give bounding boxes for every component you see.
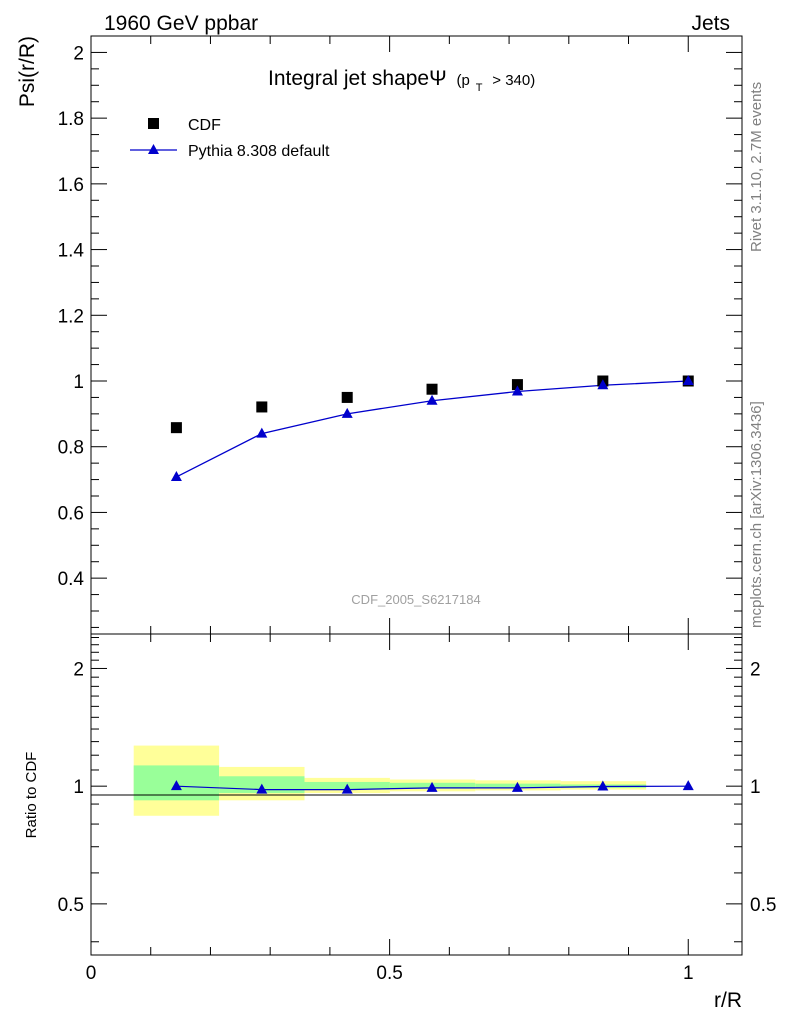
ratio-panel: 0.5 0.5 1 1 2 2 0 0.5 1 Ratio to CDF r/R (23, 633, 777, 1012)
legend: CDF Pythia 8.308 default (130, 117, 330, 160)
main-tick-labels: 0.4 0.6 0.8 1 1.2 1.4 1.6 1.8 2 (58, 43, 85, 590)
main-y-tick-label: 1.4 (58, 241, 85, 262)
pythia-point (682, 375, 694, 385)
title-subscript: T (476, 82, 483, 94)
ratio-y-tick-label-right: 2 (750, 659, 761, 680)
main-panel: 0.4 0.6 0.8 1 1.2 1.4 1.6 1.8 2 Psi(r/R) Integra… (16, 35, 743, 635)
main-y-tick-label: 2 (73, 43, 84, 64)
main-data (170, 375, 694, 481)
header-energy: 1960 GeV ppbar (104, 12, 258, 35)
cdf-point (256, 401, 268, 413)
main-y-tick-label: 1 (73, 372, 84, 393)
ratio-data (170, 780, 694, 794)
pythia-point (256, 427, 268, 438)
x-axis-label: r/R (714, 989, 742, 1012)
ratio-pythia-point (170, 780, 182, 791)
pythia-point (341, 407, 353, 418)
main-y-axis-label: Psi(r/R) (16, 36, 39, 107)
pythia-point (511, 385, 523, 396)
ratio-y-tick-label: 2 (73, 659, 84, 680)
pythia-point (170, 470, 182, 481)
legend-cdf-marker (148, 118, 159, 129)
x-tick-label: 1 (683, 963, 694, 984)
ratio-y-tick-label: 0.5 (58, 895, 84, 916)
rivet-label: Rivet 3.1.10, 2.7M events (748, 82, 765, 252)
ratio-pythia-point (511, 781, 523, 792)
main-axis-ticks (90, 35, 742, 634)
legend-pythia-label: Pythia 8.308 default (188, 143, 330, 160)
x-tick-label: 0 (86, 963, 97, 984)
ratio-pythia-point (426, 781, 438, 792)
cdf-point (426, 383, 438, 395)
legend-cdf-label: CDF (188, 117, 221, 134)
title-suffix: (p (457, 72, 470, 89)
svg-text:Integral jet shapeΨ (p: Integral jet shapeΨ (p T > 340) (268, 67, 535, 96)
ratio-y-tick-label-right: 0.5 (750, 895, 776, 916)
ratio-pythia-point (341, 783, 353, 794)
main-y-tick-label: 0.6 (58, 503, 84, 524)
mcplots-label: mcplots.cern.ch [arXiv:1306.3436] (748, 401, 765, 628)
main-y-tick-label: 1.8 (58, 109, 84, 130)
cdf-point (511, 379, 523, 391)
ratio-y-axis-label: Ratio to CDF (23, 752, 40, 839)
ratio-pythia-point (256, 783, 268, 794)
header-process: Jets (691, 12, 730, 35)
ratio-pythia-point (682, 780, 694, 791)
ratio-axis-ticks (90, 634, 742, 955)
main-title: Integral jet shapeΨ (p T > 340) (268, 67, 535, 96)
cdf-point (170, 422, 182, 434)
main-y-tick-label: 1.2 (58, 306, 84, 327)
title-text: Integral jet shapeΨ (268, 67, 447, 90)
pythia-point (426, 394, 438, 405)
ratio-tick-labels: 0.5 0.5 1 1 2 2 0 0.5 1 (58, 659, 777, 984)
title-tail: > 340) (492, 72, 535, 89)
legend-pythia-marker (148, 144, 159, 154)
ratio-y-tick-label-right: 1 (750, 777, 761, 798)
ratio-pythia-point (597, 780, 609, 791)
cdf-point (341, 391, 353, 403)
main-y-tick-label: 1.6 (58, 175, 84, 196)
main-y-tick-label: 0.4 (58, 569, 85, 590)
analysis-watermark: CDF_2005_S6217184 (351, 592, 480, 607)
pythia-point (597, 379, 609, 390)
ratio-bands (133, 745, 647, 816)
x-tick-label: 0.5 (376, 963, 402, 984)
main-y-tick-label: 0.8 (58, 438, 84, 459)
ratio-y-tick-label: 1 (73, 777, 84, 798)
